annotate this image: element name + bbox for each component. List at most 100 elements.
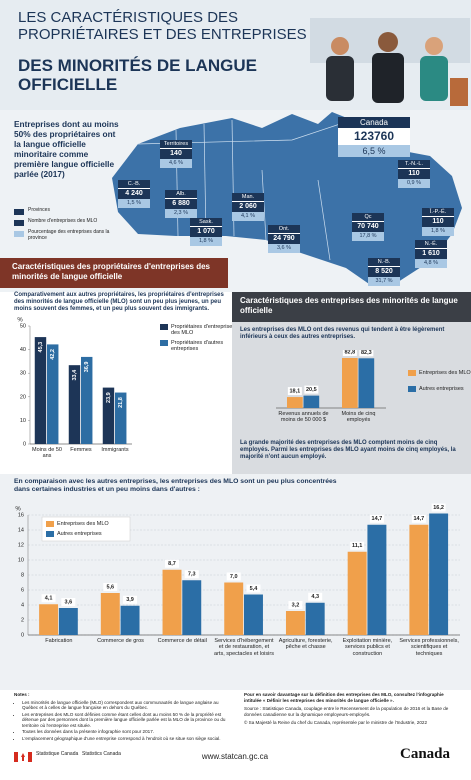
legend-label: Pourcentage des entreprises dans la prov… xyxy=(28,229,110,241)
value-label: 7,3 xyxy=(188,572,196,578)
region-name: Territoires xyxy=(160,140,192,149)
region-label: C.-B. 4 240 1,5 % xyxy=(118,180,150,208)
legend-label: Entreprises des MLO xyxy=(419,369,471,376)
region-percent: 31,7 % xyxy=(368,277,400,286)
value-label: 18,1 xyxy=(289,389,300,395)
legend-label: Propriétaires d'entreprises des MLO xyxy=(171,323,236,336)
region-count: 140 xyxy=(160,148,192,160)
wordmark: Canada xyxy=(400,746,451,762)
chart: % 0 2 4 6 8 10 12 14 16 4,1 3,6 5,6 3,9 8,7 7,3 7,0 5,4 3,… xyxy=(6,503,466,688)
legend-swatch xyxy=(46,531,54,537)
person-body xyxy=(326,56,354,101)
note: L'emplacement géographique d'une entrepr… xyxy=(22,736,234,742)
url: www.statcan.gc.ca xyxy=(201,752,269,761)
region-name: Î.-P.-É. xyxy=(422,208,454,217)
region-count: 1 070 xyxy=(190,226,222,238)
map-intro: Entreprises dont au moins 50% des propri… xyxy=(14,119,119,179)
people-illustration xyxy=(310,18,470,106)
region-label: T.-N.-L. 110 0,9 % xyxy=(398,160,430,188)
bar xyxy=(287,397,303,408)
value-label: 4,1 xyxy=(45,596,53,602)
x-tick-label: Exploitation minière, services publics e… xyxy=(342,638,393,657)
value-label-box xyxy=(304,385,319,394)
value-label-box xyxy=(246,584,261,593)
y-tick-label: 6 xyxy=(21,587,24,593)
legend-swatch xyxy=(14,209,24,215)
bar xyxy=(120,605,140,635)
y-tick-label: 16 xyxy=(18,512,24,518)
notes-list: Les minorités de langue officielle (MLO)… xyxy=(14,700,234,742)
y-tick-label: 40 xyxy=(20,347,26,353)
bar xyxy=(224,582,244,635)
value-label: 4,3 xyxy=(311,594,319,600)
legend-label: Nombre d'entreprises des MLO xyxy=(28,218,98,224)
chart-svg: 18,1 20,5 82,8 82,3 xyxy=(276,350,416,409)
value-label: 82,3 xyxy=(361,350,372,356)
region-name: N.-B. xyxy=(368,258,400,267)
region-label: Canada 123760 6,5 % xyxy=(338,117,410,158)
person-head xyxy=(378,32,398,52)
region-percent: 0,9 % xyxy=(398,179,430,188)
agency-en: Statistics Canada xyxy=(82,751,121,757)
note: Toutes les données dans la présente info… xyxy=(22,729,234,735)
legend-label: Provinces xyxy=(28,207,50,213)
region-label: Territoires 140 4,6 % xyxy=(160,140,192,168)
legend-swatch xyxy=(408,370,416,376)
legend-swatch xyxy=(46,521,54,527)
region-percent: 3,6 % xyxy=(268,244,300,253)
section-note: La grande majorité des entreprises des M… xyxy=(240,440,456,461)
value-label-box xyxy=(359,350,374,357)
value-label: 8,7 xyxy=(168,561,176,567)
region-count: 24 790 xyxy=(268,233,300,245)
region-name: T.-N.-L. xyxy=(398,160,430,169)
value-label-box xyxy=(411,514,426,523)
region-label: Î.-P.-É. 110 1,8 % xyxy=(422,208,454,236)
value-label-box xyxy=(165,559,180,568)
bar xyxy=(34,337,47,444)
region-label: Ont. 24 790 3,6 % xyxy=(268,225,300,253)
region-percent: 1,5 % xyxy=(118,199,150,208)
y-axis-label: % xyxy=(17,318,23,324)
person-head xyxy=(331,37,349,55)
value-label-box xyxy=(123,595,138,604)
value-label: 21,8 xyxy=(118,397,124,408)
x-tick-label: Services d'hébergement et de restauratio… xyxy=(214,638,274,657)
region-name: N.-É. xyxy=(415,240,447,249)
value-label-box xyxy=(308,592,323,601)
value-label: 5,6 xyxy=(106,584,114,590)
value-label-box xyxy=(350,541,365,550)
value-label: 23,9 xyxy=(106,392,112,403)
region-count: 110 xyxy=(422,216,454,228)
section-panel xyxy=(0,474,471,690)
source: Source : Statistique Canada, couplage en… xyxy=(244,706,449,717)
value-label: 45,3 xyxy=(38,342,44,353)
region-label: Qc 70 740 17,8 % xyxy=(352,213,384,241)
value-label: 33,4 xyxy=(72,369,78,381)
region-count: 123760 xyxy=(338,128,410,145)
x-tick-label: Femmes xyxy=(70,447,92,453)
y-tick-label: 8 xyxy=(21,572,24,578)
flag-bar xyxy=(28,752,32,762)
y-tick-label: 10 xyxy=(20,418,26,424)
bar xyxy=(285,611,305,635)
region-name: Ont. xyxy=(268,225,300,234)
section-text: Les entreprises des MLO ont des revenus … xyxy=(240,327,445,341)
region-name: Alb. xyxy=(165,190,197,199)
value-label-box xyxy=(288,601,303,609)
region-percent: 4,6 % xyxy=(160,159,192,168)
flag-bar xyxy=(14,752,18,762)
legend-swatch xyxy=(14,220,24,226)
bar xyxy=(39,604,59,635)
region-percent: 4,8 % xyxy=(415,259,447,268)
notes: Notes : Les minorités de langue officiel… xyxy=(14,692,234,742)
region-percent: 1,8 % xyxy=(190,237,222,246)
chart-svg: % 0 2 4 6 8 10 12 14 16 4,1 3,6 5,6 3,9 8,7 7,3 7,0 5,4 3,… xyxy=(15,503,460,638)
legend-row: Provinces xyxy=(14,207,114,218)
border xyxy=(261,169,267,241)
map-labels: Territoires 140 4,6 % C.-B. 4 240 1,5 % Alb. 6 … xyxy=(0,0,471,292)
bar xyxy=(68,365,81,444)
region-label: Sask. 1 070 1,8 % xyxy=(190,218,222,246)
legend-box xyxy=(41,516,131,542)
legend-label: Autres entreprises xyxy=(57,530,102,537)
